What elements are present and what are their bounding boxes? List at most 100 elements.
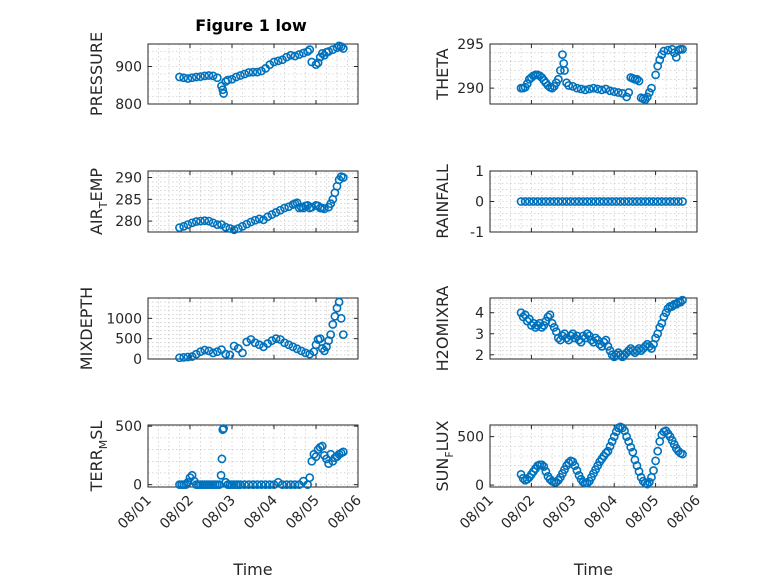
data-point <box>208 71 218 81</box>
data-point <box>632 197 642 206</box>
y-axis-label: SUNFLUX <box>433 420 456 491</box>
data-point <box>597 341 607 351</box>
x-tick-label: 08/06 <box>664 492 704 532</box>
data-point <box>175 223 184 233</box>
data-point <box>647 83 656 93</box>
data-point <box>572 83 582 93</box>
x-axis-label: Time <box>573 560 613 579</box>
data-point <box>607 437 617 446</box>
data-point <box>303 47 312 56</box>
y-tick-label: 290 <box>457 81 484 97</box>
data-point <box>568 329 578 339</box>
data-point <box>659 312 669 322</box>
y-axis-label: H2OMIXRA <box>433 286 452 372</box>
data-point <box>204 346 214 356</box>
data-point <box>175 353 184 363</box>
data-point <box>529 318 538 328</box>
data-point <box>587 335 596 345</box>
data-point <box>553 74 563 84</box>
data-point <box>659 46 669 56</box>
data-point <box>605 86 615 96</box>
y-axis-label-subscript: M <box>97 440 110 450</box>
y-tick-label: 0 <box>475 195 484 211</box>
data-point <box>522 79 532 89</box>
data-point <box>570 333 580 343</box>
data-point <box>609 432 619 442</box>
data-point <box>560 66 569 75</box>
data-point <box>286 50 296 60</box>
data-point <box>244 480 254 490</box>
data-point <box>290 480 300 490</box>
data-point <box>248 67 258 77</box>
x-tick-label: 08/03 <box>199 493 239 533</box>
data-point <box>678 449 687 459</box>
y-tick-label: 3 <box>475 327 484 343</box>
data-point <box>547 83 557 93</box>
data-point <box>616 197 625 206</box>
subplot-terr-sl: 0 500 08/01 08/02 08/03 08/04 08/05 08/06 TERRMS… <box>87 419 365 579</box>
data-point <box>549 323 559 332</box>
data-point <box>191 72 201 82</box>
data-point <box>553 197 563 206</box>
data-point <box>628 197 638 206</box>
data-point <box>568 81 578 91</box>
x-tick-label: 08/01 <box>115 493 155 533</box>
data-point <box>223 75 233 85</box>
axes-box <box>147 424 359 488</box>
y-axis-label: MIXDEPTH <box>77 287 96 370</box>
data-point <box>669 197 679 206</box>
data-point <box>578 197 588 206</box>
y-tick-label: 280 <box>115 214 142 230</box>
data-point <box>518 473 528 483</box>
data-point <box>252 67 262 77</box>
y-axis-label-subscript: F <box>443 451 456 457</box>
axes-box <box>489 424 698 488</box>
subplot-theta: 290 295 THETA <box>433 37 698 105</box>
axes-box <box>489 297 698 360</box>
x-tick-label: 08/02 <box>157 493 197 533</box>
data-point <box>655 323 665 332</box>
data-point <box>634 76 644 86</box>
x-tick-label: 08/05 <box>623 493 663 533</box>
data-point <box>676 297 685 307</box>
data-point <box>572 331 582 341</box>
y-tick-label: 285 <box>115 192 142 208</box>
y-axis-label-rest: EMP <box>87 168 106 202</box>
data-point <box>191 217 201 226</box>
y-tick-label: 500 <box>115 332 142 348</box>
y-axis-label-main: MIXDEPTH <box>77 287 96 370</box>
data-point <box>336 42 346 52</box>
data-point <box>651 70 660 80</box>
data-point <box>271 207 281 217</box>
data-point <box>611 197 621 206</box>
data-point <box>212 220 222 229</box>
data-point <box>269 57 279 67</box>
data-point <box>275 205 285 215</box>
data-point <box>543 312 553 322</box>
x-tick-label: 08/04 <box>241 492 281 532</box>
data-point <box>562 333 571 343</box>
data-point <box>649 466 658 475</box>
data-point <box>622 92 632 102</box>
x-tick-label: 08/01 <box>457 493 497 533</box>
data-point <box>244 68 254 77</box>
y-axis-label-main: RAINFALL <box>433 164 452 239</box>
x-tick-label: 08/04 <box>581 492 621 532</box>
data-point <box>613 88 623 97</box>
data-point <box>678 295 687 305</box>
data-point <box>218 85 228 95</box>
y-axis-label: TERRMSL <box>87 421 110 493</box>
data-point <box>597 85 607 95</box>
data-point <box>280 203 289 213</box>
data-point <box>319 204 329 214</box>
data-point <box>673 197 683 206</box>
y-tick-label: 500 <box>457 430 484 446</box>
data-point <box>572 466 582 475</box>
data-point <box>593 84 603 94</box>
data-point <box>233 224 243 233</box>
data-point <box>238 348 247 358</box>
data-point <box>524 197 534 206</box>
data-point <box>671 299 681 309</box>
data-point <box>647 344 656 353</box>
data-point <box>250 338 260 348</box>
